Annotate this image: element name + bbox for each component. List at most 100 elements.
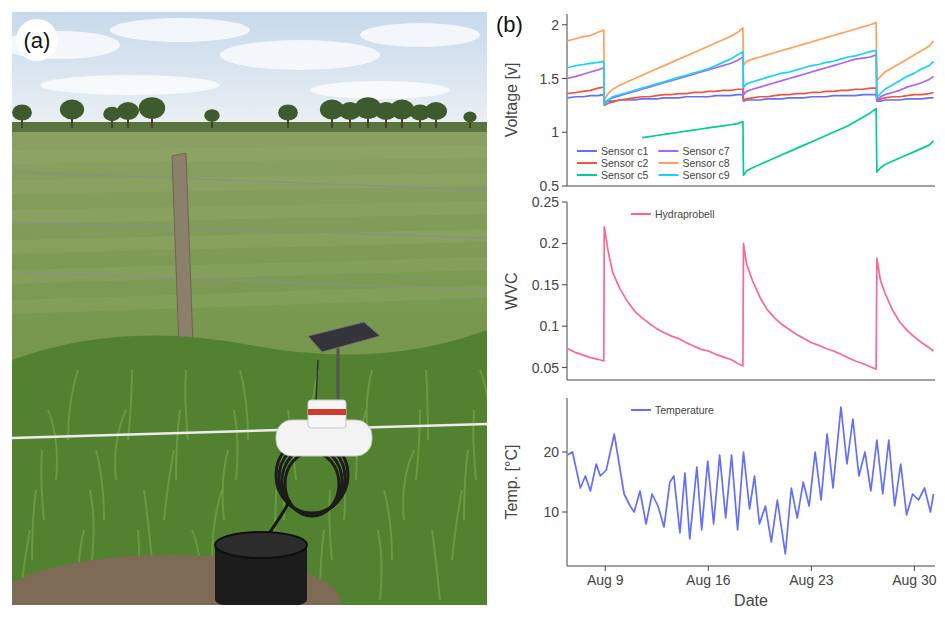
tree-crown xyxy=(463,112,476,123)
tick-mark xyxy=(914,566,915,571)
legend-swatch xyxy=(658,162,678,164)
tick-mark xyxy=(708,566,709,571)
x-axis-line xyxy=(567,566,935,567)
plot-area xyxy=(567,23,933,176)
plot-area xyxy=(567,227,933,369)
grass-blade xyxy=(329,490,332,560)
grass-blade xyxy=(41,450,44,520)
legend-swatch xyxy=(631,213,651,215)
fence-wire xyxy=(12,272,487,290)
bucket-base xyxy=(215,591,307,605)
tick-label: 0.1 xyxy=(540,318,560,334)
bucket-lid xyxy=(215,532,307,558)
legend-bg xyxy=(627,206,719,222)
grass-blade xyxy=(432,530,440,600)
tick-mark xyxy=(605,566,606,571)
treeline xyxy=(12,122,487,132)
tick-label: 1 xyxy=(551,124,559,140)
pvc-cap xyxy=(308,400,346,428)
axis-title: Voltage [v] xyxy=(503,63,520,138)
grass-blade xyxy=(240,370,248,440)
legend-swatch xyxy=(577,174,597,176)
panel-label: (b) xyxy=(496,12,523,37)
tick-label: 0.2 xyxy=(540,235,560,251)
tick-mark xyxy=(562,367,567,368)
mowed-stripe xyxy=(12,201,487,224)
grass-blade xyxy=(403,450,414,520)
rope xyxy=(12,424,487,438)
tick-label: 0.05 xyxy=(532,360,559,376)
y-axis-line xyxy=(567,14,568,186)
legend-swatch xyxy=(631,409,651,411)
x-axis-line xyxy=(567,186,935,187)
x-axis-line xyxy=(567,380,935,381)
legend-swatch xyxy=(658,174,678,176)
series-line xyxy=(642,109,933,176)
grass-blade xyxy=(128,370,132,440)
tick-label: 2 xyxy=(551,17,559,33)
legend: Temperature xyxy=(627,402,718,418)
mowed-stripe xyxy=(12,145,487,164)
plot-area xyxy=(567,407,933,554)
tick-mark xyxy=(562,284,567,285)
fence-wire xyxy=(12,172,487,190)
series-line xyxy=(567,227,933,369)
grass-blade xyxy=(90,490,94,560)
grass-blade xyxy=(115,410,126,480)
tick-mark xyxy=(562,512,567,513)
legend-label: Sensor c2 xyxy=(601,157,648,169)
grass-blade xyxy=(234,410,238,480)
grass-blade xyxy=(144,490,152,560)
tick-mark xyxy=(562,202,567,203)
legend-label: Sensor c9 xyxy=(682,169,729,181)
sky xyxy=(12,12,487,137)
cloud xyxy=(360,23,480,47)
grass-blade xyxy=(223,450,228,520)
series-line xyxy=(567,23,933,100)
legend-label: Hydraprobell xyxy=(655,208,715,220)
cloud xyxy=(40,75,220,95)
axis-title: Date xyxy=(734,592,768,609)
tick-mark xyxy=(562,452,567,453)
grass-blade xyxy=(164,450,174,520)
cloud xyxy=(110,18,250,42)
legend-swatch xyxy=(577,150,597,152)
series-line xyxy=(567,51,933,105)
legend-label: Sensor c8 xyxy=(682,157,729,169)
tick-label: 0.5 xyxy=(540,178,560,194)
mowed-stripe xyxy=(12,285,487,314)
tree-crown xyxy=(278,104,298,120)
photo xyxy=(12,12,487,605)
fence-wire xyxy=(12,222,487,238)
y-axis-line xyxy=(567,398,568,566)
grass-blade xyxy=(384,490,392,560)
tree-crown xyxy=(390,100,414,120)
figure: (a) (b) 0.5 1 1.5 2 Voltage [v] Sensor c1Sensor… xyxy=(0,0,945,623)
tick-label: 10 xyxy=(543,504,559,520)
grass-blade xyxy=(480,370,487,440)
legend-bg xyxy=(627,402,718,418)
legend: Sensor c1Sensor c2Sensor c5Sensor c7Sens… xyxy=(573,143,734,183)
legend: Hydraprobell xyxy=(627,206,719,222)
grass-blade xyxy=(426,370,428,440)
tick-label: 0.25 xyxy=(532,194,559,210)
tick-label: Aug 9 xyxy=(587,572,624,588)
tick-mark xyxy=(562,78,567,79)
tick-mark xyxy=(811,566,812,571)
legend-bg xyxy=(573,143,734,183)
tick-label: 0.15 xyxy=(532,277,559,293)
grass-blade xyxy=(378,530,382,600)
tick-mark xyxy=(562,186,567,187)
solar-panel xyxy=(308,322,380,352)
tree-crown xyxy=(117,102,139,120)
field xyxy=(12,128,487,605)
fence-post xyxy=(172,153,193,348)
tick-mark xyxy=(562,243,567,244)
cable-coil xyxy=(285,452,339,516)
tree-crown xyxy=(60,100,84,120)
tick-label: 1.5 xyxy=(540,71,560,87)
legend-label: Temperature xyxy=(655,404,714,416)
grass-blade xyxy=(416,410,420,480)
legend-label: Sensor c5 xyxy=(601,169,648,181)
panel-label: (a) xyxy=(24,28,51,53)
